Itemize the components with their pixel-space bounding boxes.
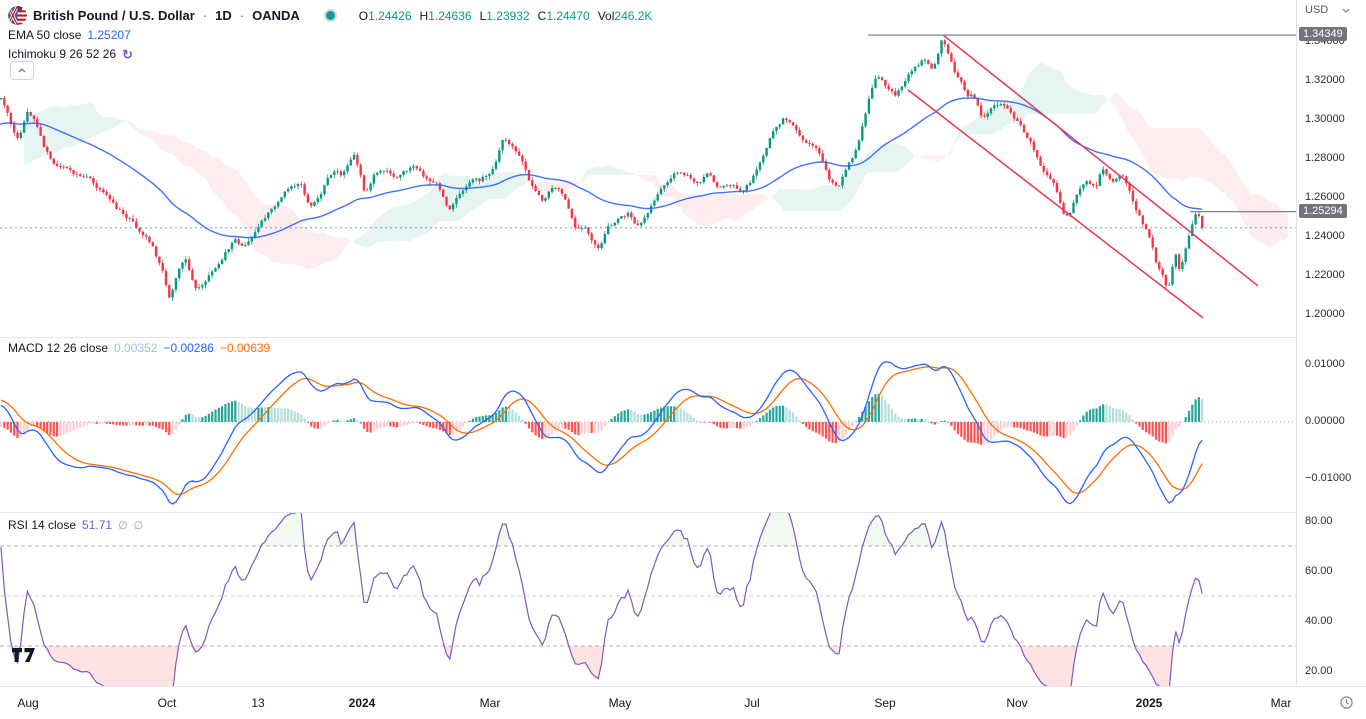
chevron-down-icon [1342,8,1350,13]
loading-spinner-icon: ↻ [122,46,133,62]
channel-trendline [942,34,1259,287]
channel-trendline [907,89,1204,319]
price-tick-label: 0.00000 [1305,415,1345,428]
time-axis-label: 2025 [1135,696,1163,710]
macd-signal-line [0,366,1203,496]
price-tick-label: 80.00 [1305,514,1333,527]
time-axis-label: 2024 [348,696,376,710]
chevron-up-icon [18,68,26,73]
interval-label[interactable]: 1D [215,8,232,23]
price-axis[interactable]: USD 1.34000 1.32000 1.30000 1.28000 1.26000 1… [1297,0,1366,686]
macd-pane-canvas[interactable] [0,337,1296,512]
exchange-label[interactable]: OANDA [252,8,300,23]
ichimoku-legend-row[interactable]: Ichimoku 9 26 52 26 ↻ [8,47,133,61]
price-tick-label: 20.00 [1305,664,1333,677]
time-axis-label: Sep [874,696,896,710]
macd-line [0,361,1203,505]
price-badge: 1.25294 [1299,203,1347,218]
price-tick-label: 0.01000 [1305,358,1345,371]
gbpusd-pair-flag-icon [8,6,27,25]
ema-50-line [0,97,1203,239]
time-axis-label: Mar [479,696,501,710]
macd-label: MACD 12 26 close [8,341,109,355]
open-value: 1.24426 [368,8,412,23]
rsi-empty-value: ∅ [133,519,144,532]
macd-hist-value: 0.00352 [114,341,158,355]
pane-separator[interactable] [0,512,1296,513]
time-axis-label: May [608,696,632,710]
time-axis[interactable]: Aug Oct 13 2024 Mar May Jul Sep Nov 2025 Mar [0,686,1366,719]
price-tick-label: 1.22000 [1305,269,1345,282]
price-tick-label: −0.01000 [1305,472,1352,485]
ohlc-values: O1.24426 H1.24636 L1.23932 C1.24470 Vol2… [358,8,653,23]
macd-signal-value: −0.00639 [219,341,271,355]
pane-separator[interactable] [0,337,1296,338]
rsi-empty-value: ∅ [118,519,128,532]
currency-selector[interactable]: USD [1305,4,1350,16]
ichimoku-label: Ichimoku 9 26 52 26 [8,47,117,61]
ema-legend-row[interactable]: EMA 50 close 1.25207 [8,28,131,42]
high-value: 1.24636 [428,8,472,23]
title-separator: · [239,8,245,23]
symbol-header-row[interactable]: British Pound / U.S. Dollar · 1D · OANDA… [8,6,652,25]
time-axis-label: Aug [17,696,39,710]
time-axis-label: Jul [744,696,760,710]
price-tick-label: 1.20000 [1305,308,1345,321]
market-status-icon [323,9,337,22]
ema-label: EMA 50 close [8,28,82,42]
tradingview-logo[interactable] [12,648,36,668]
price-badge: 1.34349 [1299,27,1347,42]
collapse-legend-button[interactable] [10,61,34,80]
timezone-clock-icon[interactable] [1340,696,1353,714]
price-tick-label: 1.30000 [1305,113,1345,126]
price-tick-label: 1.24000 [1305,230,1345,243]
low-value: 1.23932 [486,8,530,23]
price-tick-label: 1.32000 [1305,74,1345,87]
rsi-pane-canvas[interactable] [0,512,1296,686]
macd-legend-row[interactable]: MACD 12 26 close 0.00352 −0.00286 −0.006… [8,341,270,355]
axis-separator [1296,0,1297,686]
rsi-label: RSI 14 close [8,518,77,532]
title-separator: · [202,8,208,23]
price-tick-label: 1.26000 [1305,191,1345,204]
time-axis-label: Mar [1270,696,1292,710]
ema-value: 1.25207 [87,28,131,42]
price-pane-canvas[interactable] [0,0,1296,337]
macd-line-value: −0.00286 [163,341,214,355]
rsi-legend-row[interactable]: RSI 14 close 51.71 ∅ ∅ [8,518,143,532]
volume-value: 246.2K [614,8,653,23]
currency-label: USD [1305,4,1329,16]
symbol-title[interactable]: British Pound / U.S. Dollar [33,8,195,23]
price-tick-label: 1.28000 [1305,152,1345,165]
time-axis-label: 13 [251,696,265,710]
rsi-line [0,512,1203,686]
price-tick-label: 40.00 [1305,614,1333,627]
price-tick-label: 60.00 [1305,564,1333,577]
time-axis-label: Nov [1006,696,1028,710]
rsi-value: 51.71 [82,518,113,532]
close-value: 1.24470 [546,8,590,23]
time-axis-label: Oct [157,696,177,710]
